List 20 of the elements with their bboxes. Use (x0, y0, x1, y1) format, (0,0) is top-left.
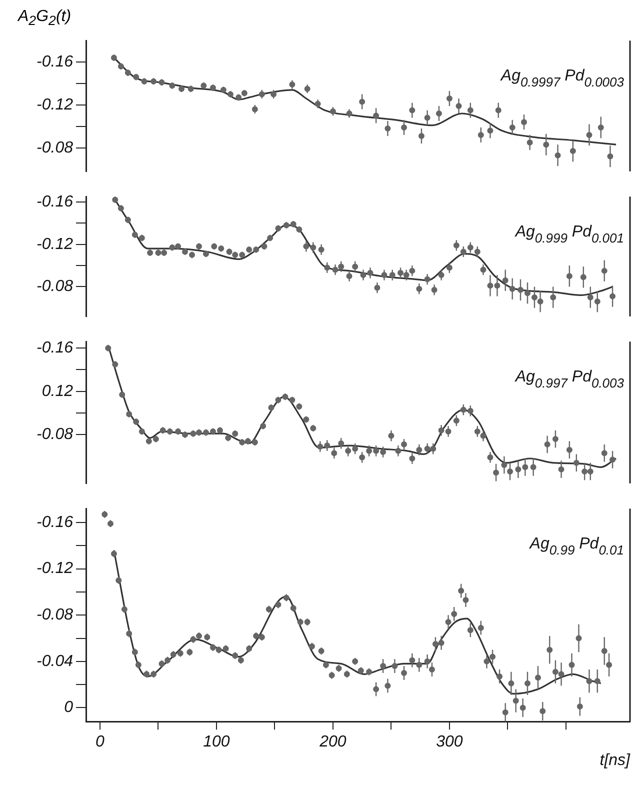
x-tick-label: 0 (96, 734, 105, 751)
y-tick-label: -0.08 (36, 426, 74, 444)
y-tick-label: 0.12 (42, 382, 74, 400)
y-tick-label: -0.12 (36, 236, 74, 253)
y-tick-label: 0 (64, 699, 74, 716)
y-tick-label: -0.08 (36, 278, 74, 296)
x-tick-label: 200 (318, 734, 346, 751)
y-tick-label: -0.16 (36, 193, 74, 210)
y-tick-label: -0.04 (36, 652, 74, 670)
x-tick-label: 300 (436, 734, 463, 751)
x-axis-title: t[ns] (600, 752, 631, 769)
y-tick-label: -0.16 (36, 514, 74, 531)
x-tick-label: 100 (203, 734, 230, 751)
y-tick-label: -0.08 (36, 606, 74, 624)
y-tick-label: -0.16 (36, 340, 74, 357)
y-tick-label: -0.16 (36, 53, 74, 70)
y-axis-title: A$_{2}$G$_{2}$(t) (16, 8, 72, 28)
y-tick-label: -0.08 (36, 139, 74, 156)
y-tick-label: -0.12 (36, 560, 74, 578)
y-tick-label: -0.12 (36, 96, 74, 114)
